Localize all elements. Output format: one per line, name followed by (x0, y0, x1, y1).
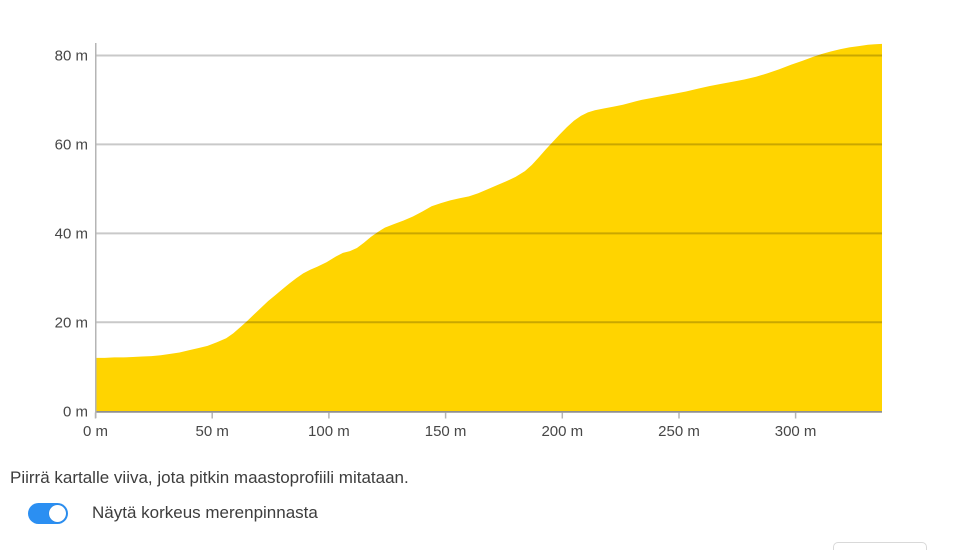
y-tick-label-40m: 40 m (55, 226, 88, 243)
elevation-area (95, 43, 882, 412)
elevation-profile-chart: 0 m 20 m 40 m 60 m 80 m 0 m 50 m 100 m 150 m 200 … (55, 43, 882, 440)
toggle-knob (49, 504, 66, 522)
y-tick-label-60m: 60 m (55, 137, 88, 154)
toggle-row: Näytä korkeus merenpinnasta (28, 502, 318, 524)
draw-line-instruction: Piirrä kartalle viiva, jota pitkin maast… (10, 468, 409, 487)
y-tick-label-0m: 0 m (63, 403, 88, 420)
chart-grid-group (95, 54, 882, 324)
x-tick-label-150m: 150 m (425, 423, 467, 440)
show-height-toggle[interactable] (28, 502, 68, 524)
partial-bottom-right-button[interactable] (833, 542, 927, 550)
x-tick-label-300m: 300 m (775, 423, 817, 440)
x-tick-label-0m: 0 m (83, 423, 108, 440)
chart-area-group (95, 43, 882, 412)
x-tick-label-50m: 50 m (196, 423, 229, 440)
x-tick-label-200m: 200 m (541, 423, 583, 440)
y-tick-label-20m: 20 m (55, 315, 88, 332)
x-tick-label-100m: 100 m (308, 423, 350, 440)
chart-label-group: 0 m 20 m 40 m 60 m 80 m 0 m 50 m 100 m 150 m 200 … (55, 48, 817, 440)
chart-axis-group (94, 43, 882, 419)
y-tick-label-80m: 80 m (55, 48, 88, 65)
toggle-label: Näytä korkeus merenpinnasta (92, 503, 318, 522)
x-tick-label-250m: 250 m (658, 423, 700, 440)
